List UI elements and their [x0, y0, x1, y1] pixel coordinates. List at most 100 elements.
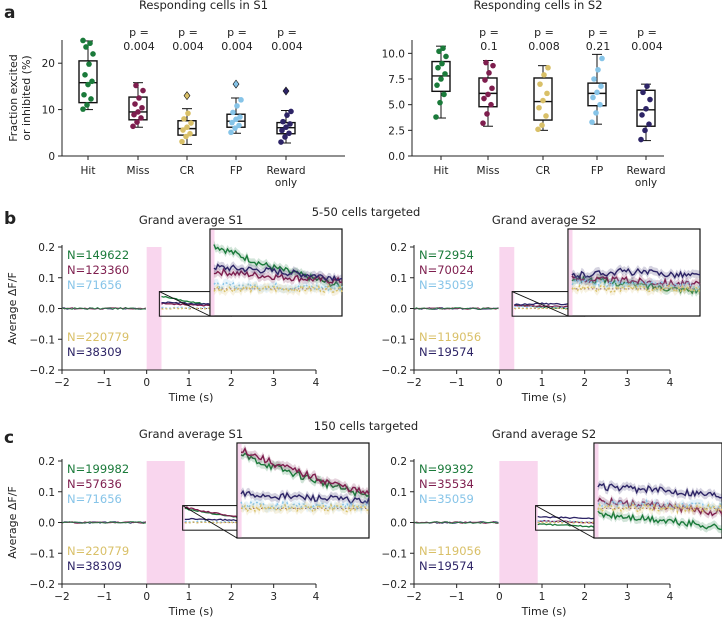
boxplot-a-S2: Responding cells in S2 0.0 2.5 5.0 7.5 10.0 Hi… — [382, 0, 666, 189]
x-tick-label: 2 — [228, 377, 235, 389]
p-value-label: p = — [479, 26, 499, 39]
zoom-series-line-cr — [597, 503, 722, 515]
x-tick-label-line: only — [635, 177, 657, 189]
x-tick-label: 1 — [539, 591, 546, 603]
data-point — [288, 108, 294, 115]
data-point — [237, 114, 243, 120]
y-tick-label: 0.2 — [38, 456, 55, 468]
y-tick-label: −0.2 — [382, 365, 408, 377]
data-point — [85, 81, 91, 88]
data-point — [599, 55, 605, 62]
x-axis-label: Time (s) — [521, 391, 567, 404]
zoom-series-line-miss — [213, 267, 343, 284]
n-count-label: N=149622 — [67, 248, 129, 262]
confidence-band — [571, 275, 700, 294]
n-count-label: N=38309 — [67, 345, 122, 359]
data-point — [436, 48, 442, 55]
data-point — [236, 122, 242, 129]
x-tick-label: −2 — [54, 377, 69, 389]
baseline-trace — [413, 307, 499, 310]
zoom-connector — [511, 291, 569, 317]
y-tick-label: 7.5 — [388, 74, 405, 86]
x-tick-label: Hit — [81, 165, 96, 177]
data-point — [88, 96, 94, 102]
y-tick-label: 0.0 — [388, 151, 405, 163]
confidence-band — [597, 500, 722, 516]
data-point — [443, 53, 449, 60]
data-point — [591, 76, 597, 82]
p-value-label: p = — [277, 26, 297, 39]
data-point — [228, 129, 234, 136]
data-point — [181, 116, 187, 122]
boxplot-a-S1: Responding cells in S1 0 10 20 Fraction exci… — [7, 0, 345, 189]
x-tick-label: FP — [230, 165, 242, 177]
data-point — [286, 130, 292, 137]
data-point — [543, 113, 549, 119]
data-point — [133, 82, 139, 89]
y-tick-label: −0.1 — [30, 548, 56, 560]
p-value-label: p = — [227, 26, 247, 39]
zoom-stim-window — [594, 443, 599, 538]
y-tick-label: 0.1 — [38, 273, 55, 285]
data-point — [438, 76, 444, 82]
x-tick-label: 2 — [228, 591, 235, 603]
data-point — [140, 87, 146, 94]
data-point — [187, 130, 193, 137]
data-point — [643, 105, 649, 112]
baseline-trace — [62, 521, 146, 524]
x-tick-label: 1 — [186, 377, 193, 389]
data-point — [229, 119, 235, 126]
data-point — [483, 59, 489, 66]
x-tick-label: 4 — [667, 591, 674, 603]
data-point — [490, 62, 496, 69]
data-point — [640, 89, 646, 96]
p-value: 0.004 — [271, 40, 303, 53]
n-count-label: N=119056 — [419, 544, 481, 558]
data-point — [594, 89, 600, 96]
data-point — [134, 119, 140, 125]
x-tick-label: 3 — [624, 377, 631, 389]
p-value: 0.1 — [480, 40, 498, 53]
x-tick-label: 0 — [496, 377, 503, 389]
data-point — [537, 81, 543, 87]
x-tick-label-line: only — [275, 177, 297, 189]
n-count-label: N=35059 — [419, 278, 474, 292]
n-count-label: N=35534 — [419, 477, 474, 491]
zoom-series-line-hit — [597, 510, 722, 531]
n-count-label: N=57636 — [67, 477, 122, 491]
data-point — [135, 109, 141, 115]
data-point — [80, 106, 86, 112]
confidence-band — [241, 487, 369, 508]
x-tick-label: CR — [180, 165, 195, 177]
y-tick-label: −0.2 — [382, 579, 408, 591]
zoom-series-line-miss — [597, 496, 722, 517]
data-point — [536, 104, 542, 111]
zoom-connector — [159, 291, 211, 317]
x-axis-label: Time (s) — [168, 605, 214, 618]
box — [533, 77, 553, 121]
p-value-label: p = — [637, 26, 657, 39]
x-tick-label: Miss — [127, 165, 150, 177]
x-tick-label-line: Reward — [626, 165, 665, 177]
data-point — [136, 95, 142, 101]
data-point — [598, 83, 604, 89]
zoom-series-line-fp — [597, 498, 722, 511]
y-tick-label: −0.2 — [30, 365, 56, 377]
x-tick-label: −2 — [54, 591, 69, 603]
zoom-series-line-hit — [213, 244, 343, 290]
y-axis-label: Average ΔF/F — [6, 272, 19, 345]
p-value: 0.004 — [123, 40, 155, 53]
x-tick-label: 1 — [539, 377, 546, 389]
data-point — [132, 101, 138, 107]
data-point — [138, 115, 144, 121]
box — [636, 89, 656, 127]
box — [478, 77, 498, 108]
zoom-series-line-cr — [213, 283, 343, 294]
y-tick-label: 10.0 — [382, 48, 405, 60]
data-point — [287, 121, 293, 127]
zoom-series-line-miss — [240, 446, 370, 495]
x-tick-label: −1 — [97, 591, 112, 603]
chart-title: Grand average S2 — [492, 427, 596, 441]
x-axis-label: Time (s) — [168, 391, 214, 404]
